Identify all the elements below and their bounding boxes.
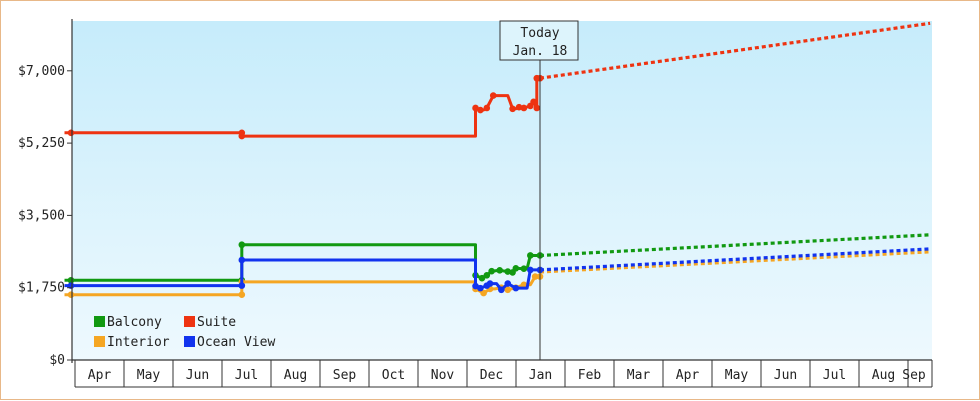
series-forecast-balcony	[539, 233, 931, 258]
today-box	[499, 20, 579, 61]
series-point-balcony	[238, 241, 246, 249]
series-point-balcony	[67, 276, 75, 284]
series-point-ocean-view	[238, 256, 246, 264]
plot-background	[72, 21, 932, 360]
series-point-interior	[520, 281, 528, 289]
series-point-suite	[477, 106, 484, 114]
x-tick-label: May	[137, 368, 161, 383]
series-point-suite	[530, 98, 537, 106]
series-point-balcony	[520, 265, 528, 272]
series-forecast-suite	[539, 21, 931, 80]
series-forecast-interior	[539, 250, 931, 274]
today-date: Jan. 18	[513, 44, 568, 59]
x-tick-label: Jun	[186, 368, 209, 383]
series-point-balcony	[496, 267, 504, 274]
series-point-ocean-view	[238, 282, 246, 289]
x-tick-label: Sep	[333, 368, 357, 383]
x-tick-label: Aug	[872, 368, 895, 383]
series-line-ocean-view	[64, 258, 540, 292]
y-tick-label: $5,250	[18, 136, 65, 151]
x-tick-label: Jul	[235, 368, 258, 383]
legend-label-suite: Suite	[197, 315, 236, 330]
series-point-ocean-view	[486, 280, 494, 287]
series-point-interior	[504, 286, 512, 294]
series-point-balcony	[512, 264, 520, 272]
legend: Balcony Suite Interior Ocean View	[94, 315, 275, 350]
series-point-interior	[67, 291, 75, 299]
series-point-interior	[531, 273, 539, 280]
series-point-suite	[533, 104, 541, 112]
x-tick-label: Jan	[529, 368, 552, 383]
legend-swatch-balcony	[94, 316, 105, 327]
x-tick-label: Apr	[88, 368, 112, 383]
y-tick-label: $3,500	[18, 208, 65, 223]
y-tick-label: $0	[49, 353, 65, 368]
x-tick-label: May	[725, 368, 749, 383]
x-tick-label: Oct	[382, 368, 405, 383]
axis-layer: $0 $1,750 $3,500 $5,250 $7,000 Apr May Jun Jul Au…	[18, 19, 933, 388]
series-point-balcony	[478, 274, 486, 282]
series-point-suite	[67, 129, 75, 137]
x-tick-label: Jul	[823, 368, 846, 383]
legend-swatch-suite	[184, 316, 195, 327]
series-point-interior	[238, 291, 246, 299]
x-tick-label: Jun	[774, 368, 797, 383]
x-tick-label: Nov	[431, 368, 455, 383]
series-point-suite	[238, 132, 246, 140]
x-tick-label: Apr	[676, 368, 700, 383]
y-tick-label: $1,750	[18, 281, 65, 296]
series-point-ocean-view	[512, 284, 520, 292]
series-point-interior	[480, 289, 487, 297]
series-point-balcony	[483, 272, 491, 279]
legend-label-balcony: Balcony	[107, 315, 162, 330]
series-point-ocean-view	[527, 266, 534, 274]
x-tick-label: Mar	[627, 368, 651, 383]
series-point-balcony	[488, 267, 495, 275]
x-tick-label: Aug	[284, 368, 307, 383]
series-point-suite	[520, 104, 528, 112]
series-point-suite	[489, 92, 497, 99]
series-point-suite	[483, 104, 491, 112]
x-tick-label: Sep	[902, 368, 926, 383]
series-layer	[64, 21, 931, 299]
series-point-ocean-view	[477, 284, 484, 292]
legend-swatch-interior	[94, 336, 105, 347]
series-point-ocean-view	[498, 286, 505, 294]
legend-label-ocean-view: Ocean View	[197, 335, 275, 350]
x-tick-label: Feb	[578, 368, 602, 383]
series-point-balcony	[527, 252, 534, 259]
series-forecast-ocean-view	[539, 247, 931, 272]
today-label: Today	[520, 26, 559, 41]
series-point-ocean-view	[504, 280, 512, 287]
y-tick-label: $7,000	[18, 64, 65, 79]
legend-label-interior: Interior	[107, 335, 170, 350]
x-tick-label: Dec	[480, 368, 503, 383]
legend-swatch-ocean-view	[184, 336, 195, 347]
today-marker: Today Jan. 18	[499, 20, 579, 360]
series-point-suite	[509, 105, 516, 113]
